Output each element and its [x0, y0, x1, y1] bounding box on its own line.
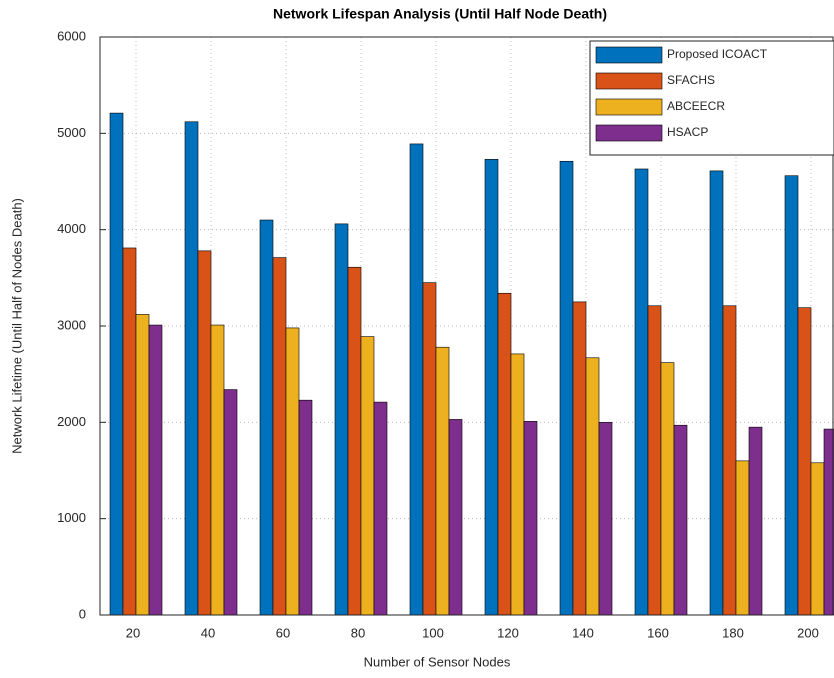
bar: [510, 353, 525, 616]
bar: [709, 170, 724, 616]
bar: [148, 324, 163, 616]
y-tick-label: 6000: [57, 28, 86, 43]
bar: [259, 219, 274, 616]
bar: [559, 160, 574, 616]
x-axis-label: Number of Sensor Nodes: [364, 654, 511, 669]
bar: [334, 223, 349, 616]
legend-swatch: [595, 72, 663, 90]
bar: [197, 250, 212, 616]
x-tick-label: 80: [351, 625, 365, 640]
bar: [523, 421, 538, 616]
bar: [484, 159, 499, 616]
bar: [448, 419, 463, 616]
bar: [210, 324, 225, 616]
chart-title: Network Lifespan Analysis (Until Half No…: [273, 6, 607, 22]
bar: [598, 422, 613, 616]
bar: [109, 112, 124, 616]
bar: [373, 401, 388, 616]
bar: [810, 462, 825, 616]
bar: [673, 424, 688, 616]
y-tick-label: 1000: [57, 510, 86, 525]
bar: [735, 460, 750, 616]
legend-swatch: [595, 124, 663, 142]
bar: [572, 301, 587, 616]
legend-label: Proposed ICOACT: [667, 47, 768, 61]
x-tick-label: 180: [722, 625, 744, 640]
bar: [272, 257, 287, 616]
x-tick-label: 200: [797, 625, 819, 640]
bar: [409, 143, 424, 616]
legend-swatch: [595, 98, 663, 116]
bar: [647, 305, 662, 616]
bar: [497, 292, 512, 616]
bar: [298, 399, 313, 616]
x-tick-label: 160: [647, 625, 669, 640]
bar: [722, 305, 737, 616]
x-tick-label: 120: [497, 625, 519, 640]
bar: [422, 282, 437, 616]
legend-swatch: [595, 46, 663, 64]
y-tick-label: 0: [79, 606, 86, 621]
y-tick-label: 2000: [57, 414, 86, 429]
bar: [435, 346, 450, 616]
y-tick-label: 3000: [57, 317, 86, 332]
x-tick-label: 40: [201, 625, 215, 640]
x-tick-label: 20: [126, 625, 140, 640]
bar: [122, 247, 137, 616]
y-axis-label: Network Lifetime (Until Half of Nodes De…: [9, 198, 24, 454]
bar: [347, 266, 362, 616]
y-tick-label: 4000: [57, 221, 86, 236]
legend-label: HSACP: [667, 125, 708, 139]
legend-label: ABCEECR: [667, 99, 725, 113]
x-tick-label: 60: [276, 625, 290, 640]
bar: [797, 307, 812, 616]
bar: [748, 426, 763, 616]
x-tick-label: 140: [572, 625, 594, 640]
y-tick-label: 5000: [57, 125, 86, 140]
bar: [585, 357, 600, 616]
legend-label: SFACHS: [667, 73, 715, 87]
bar: [360, 336, 375, 616]
plot-frame: [99, 36, 834, 616]
x-tick-label: 100: [422, 625, 444, 640]
bar: [285, 327, 300, 616]
bar: [223, 389, 238, 616]
bar: [184, 121, 199, 616]
bar: [634, 168, 649, 616]
bar: [784, 175, 799, 616]
bar: [135, 314, 150, 616]
bar: [660, 362, 675, 616]
